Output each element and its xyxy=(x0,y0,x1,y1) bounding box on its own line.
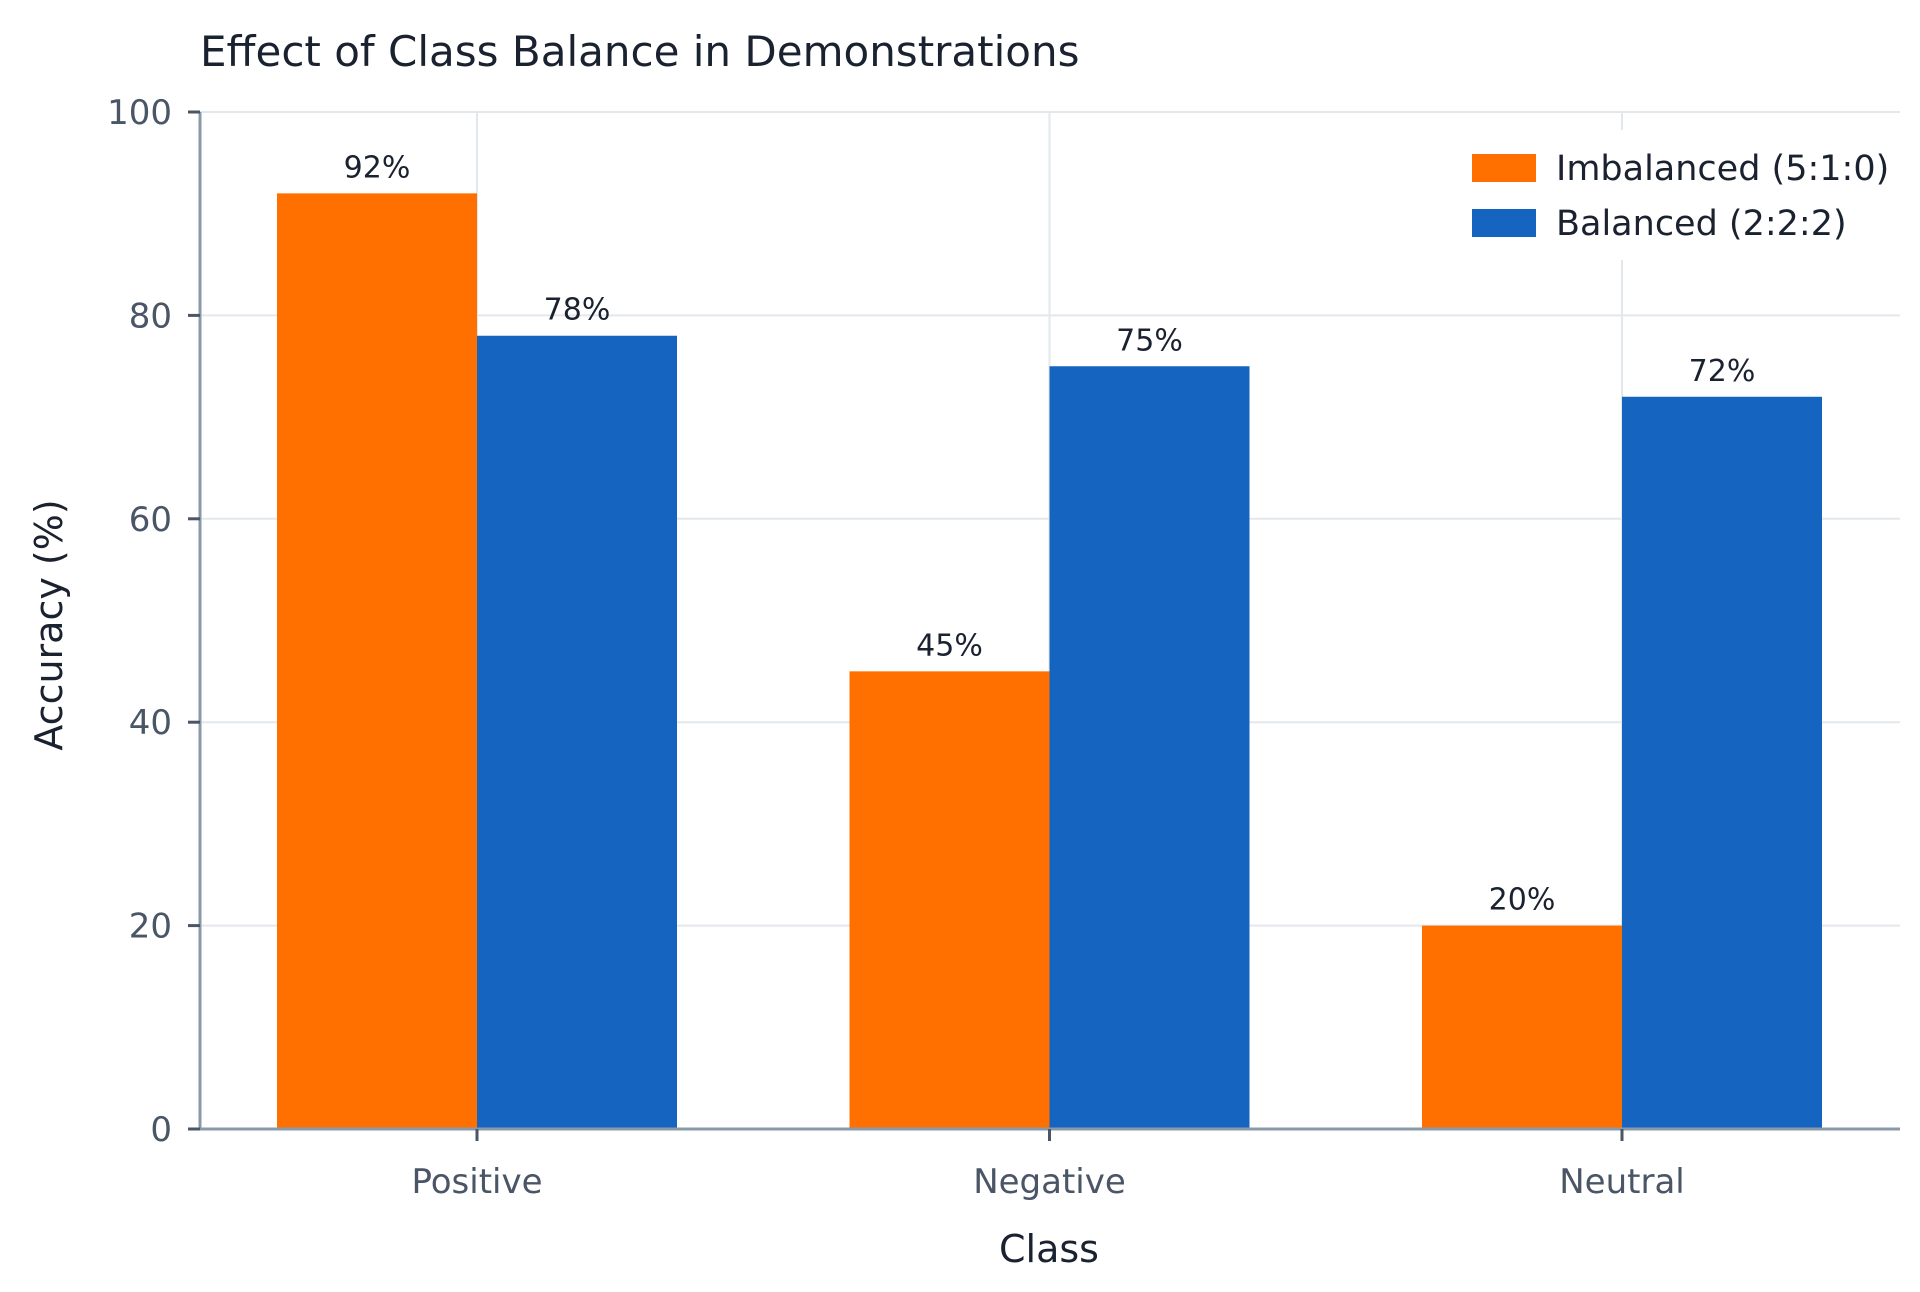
y-tick-label: 40 xyxy=(129,703,172,743)
x-tick-label-positive: Positive xyxy=(411,1162,542,1202)
y-tick-label: 0 xyxy=(150,1110,172,1150)
y-axis-title: Accuracy (%) xyxy=(27,499,71,750)
y-tick-label: 20 xyxy=(129,907,172,947)
x-axis-title: Class xyxy=(999,1227,1099,1271)
data-label: 45% xyxy=(916,628,983,663)
bar-neutral-imbalanced xyxy=(1422,925,1622,1129)
legend-label-balanced: Balanced (2:2:2) xyxy=(1556,204,1847,244)
legend-background xyxy=(1455,130,1885,260)
axes xyxy=(188,110,1900,1141)
y-tick-label: 100 xyxy=(107,93,172,133)
bars xyxy=(277,193,1822,1130)
bar-negative-imbalanced xyxy=(849,671,1050,1129)
data-label: 78% xyxy=(544,293,611,328)
legend: Imbalanced (5:1:0) Balanced (2:2:2) xyxy=(1455,130,1889,260)
x-tick-label-negative: Negative xyxy=(973,1162,1126,1202)
y-tick-label: 60 xyxy=(129,500,172,540)
tick-labels: 0 20 40 60 80 100 Positive Negative Neutral xyxy=(107,93,1685,1202)
chart-title: Effect of Class Balance in Demonstration… xyxy=(200,27,1080,76)
bar-negative-balanced xyxy=(1049,366,1250,1129)
legend-label-imbalanced: Imbalanced (5:1:0) xyxy=(1556,149,1889,189)
y-tick-label: 80 xyxy=(129,296,172,336)
data-labels: 92% 45% 20% 78% 75% 72% xyxy=(344,150,1756,917)
data-label: 92% xyxy=(344,150,411,185)
bar-positive-imbalanced xyxy=(277,193,477,1130)
data-label: 75% xyxy=(1116,323,1183,358)
data-label: 72% xyxy=(1689,354,1756,389)
bar-positive-balanced xyxy=(477,335,677,1129)
data-label: 20% xyxy=(1489,883,1556,918)
x-tick-label-neutral: Neutral xyxy=(1559,1162,1685,1202)
bar-neutral-balanced xyxy=(1622,396,1822,1129)
legend-swatch-imbalanced xyxy=(1472,154,1536,182)
legend-swatch-balanced xyxy=(1472,209,1536,237)
